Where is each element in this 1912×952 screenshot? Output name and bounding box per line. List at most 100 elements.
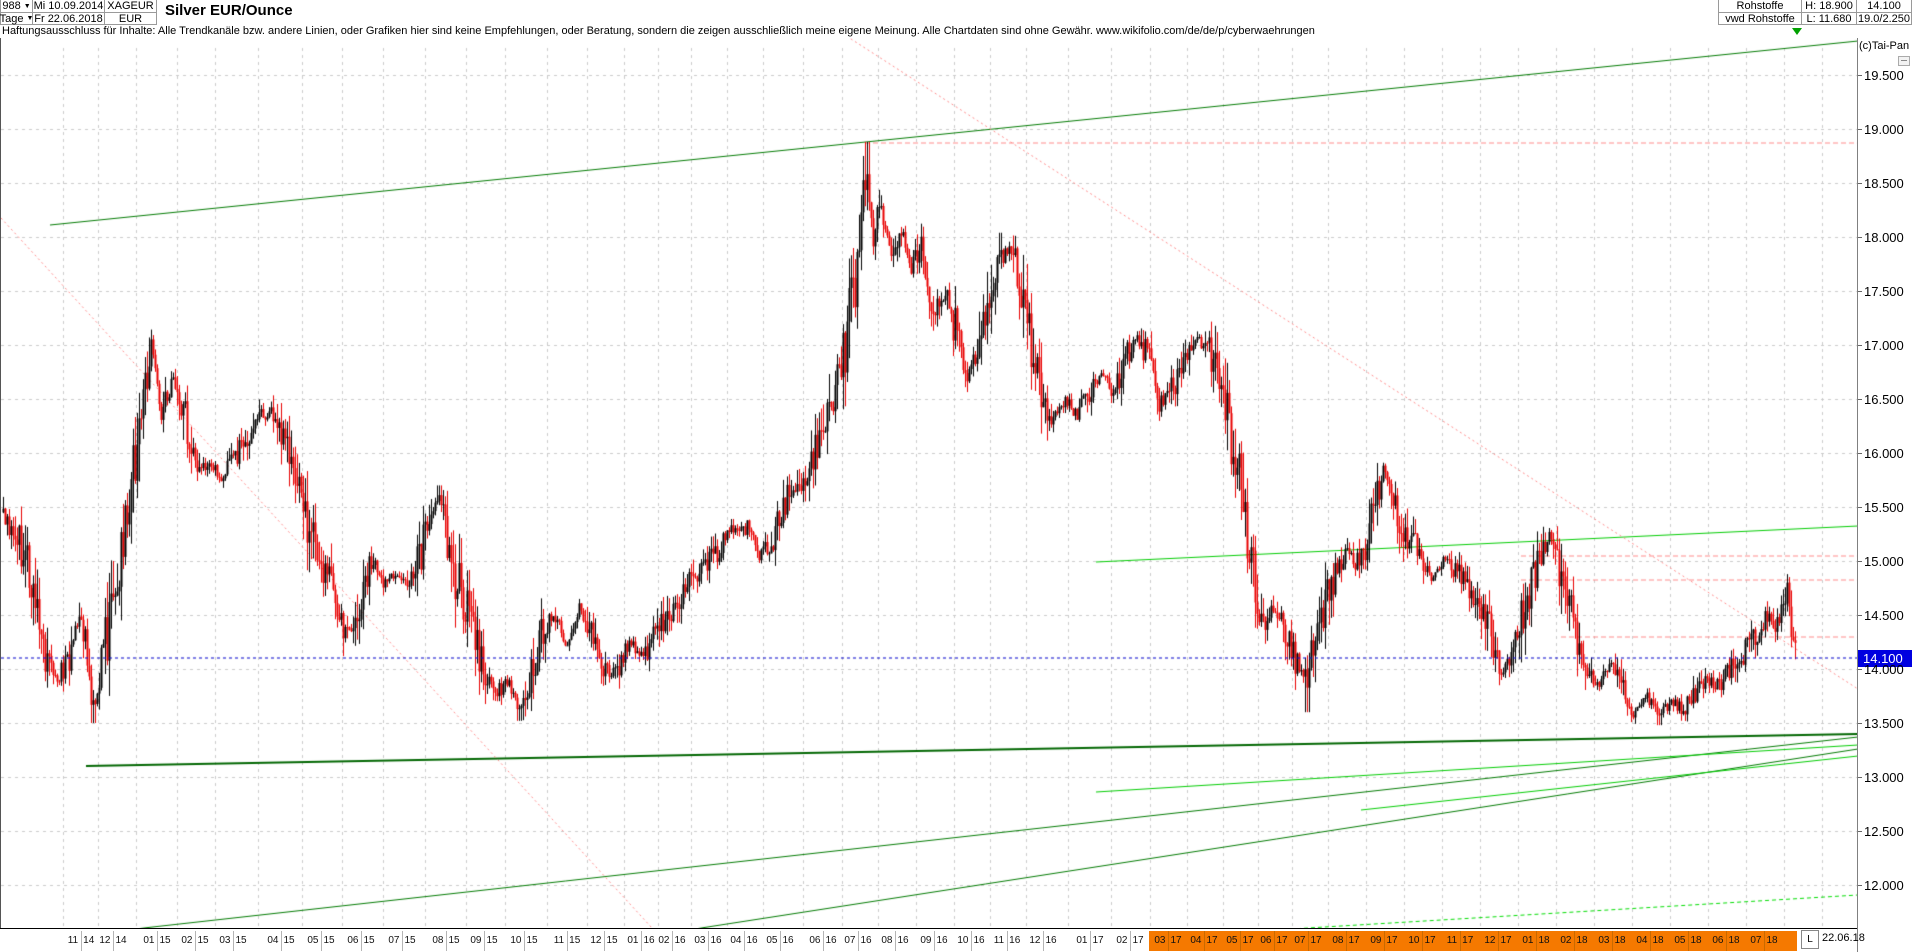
month-axis-label: 05 15 xyxy=(307,935,335,946)
month-tick xyxy=(233,931,234,951)
month-tick xyxy=(1130,931,1131,951)
price-chart-canvas[interactable] xyxy=(0,38,1858,928)
month-axis-label: 03 15 xyxy=(219,935,247,946)
month-tick xyxy=(157,931,158,951)
highlighted-period-strip xyxy=(1149,931,1797,951)
month-tick xyxy=(1650,931,1651,951)
linear-scale-badge[interactable]: L xyxy=(1801,930,1819,949)
period-high-cell: H: 18.900 xyxy=(1802,0,1857,13)
price-axis-label: 12.000 xyxy=(1864,878,1904,893)
price-tick xyxy=(1858,453,1862,454)
month-axis-label: 04 16 xyxy=(730,935,758,946)
month-tick xyxy=(1726,931,1727,951)
category-cell: Rohstoffe xyxy=(1718,0,1802,13)
month-axis-label: 07 17 xyxy=(1294,935,1322,946)
month-axis-label: 06 18 xyxy=(1712,935,1740,946)
price-tick xyxy=(1858,777,1862,778)
month-axis-label: 04 18 xyxy=(1636,935,1664,946)
collapse-panel-button[interactable] xyxy=(1898,56,1910,66)
price-tick xyxy=(1858,75,1862,76)
month-tick xyxy=(1274,931,1275,951)
month-tick xyxy=(1240,931,1241,951)
month-tick xyxy=(1204,931,1205,951)
month-tick xyxy=(1043,931,1044,951)
date-to-field[interactable]: Fr 22.06.2018 xyxy=(33,13,105,25)
month-axis-label: 09 16 xyxy=(920,935,948,946)
month-tick xyxy=(402,931,403,951)
month-axis-label: 02 18 xyxy=(1560,935,1588,946)
month-axis-label: 11 16 xyxy=(993,935,1021,946)
month-tick xyxy=(1422,931,1423,951)
price-tick xyxy=(1858,399,1862,400)
price-axis-label: 19.500 xyxy=(1864,68,1904,83)
date-from-field[interactable]: Mi 10.09.2014 xyxy=(33,0,105,13)
month-axis-label: 11 15 xyxy=(553,935,581,946)
price-tick xyxy=(1858,183,1862,184)
month-axis-label: 01 16 xyxy=(627,935,655,946)
price-tick xyxy=(1858,885,1862,886)
month-axis-label: 06 17 xyxy=(1260,935,1288,946)
month-axis-label: 08 15 xyxy=(432,935,460,946)
month-tick xyxy=(604,931,605,951)
month-tick xyxy=(1574,931,1575,951)
month-axis-label: 02 16 xyxy=(658,935,686,946)
month-tick xyxy=(1460,931,1461,951)
month-axis-label: 12 16 xyxy=(1029,935,1057,946)
month-tick xyxy=(113,931,114,951)
price-tick xyxy=(1858,507,1862,508)
price-axis[interactable]: 14.100 19.500 19.000 18.500 18.000 17.500 17.… xyxy=(1857,38,1912,952)
month-axis-label: 01 15 xyxy=(143,935,171,946)
page-title: Silver EUR/Ounce xyxy=(165,2,293,19)
chevron-down-icon: ▼ xyxy=(23,2,31,10)
month-axis-label: 03 18 xyxy=(1598,935,1626,946)
month-axis-label: 11 14 xyxy=(67,935,95,946)
price-tick xyxy=(1858,669,1862,670)
bar-count-dropdown[interactable]: 988 ▼ xyxy=(0,0,33,13)
price-axis-label: 12.500 xyxy=(1864,824,1904,839)
month-tick xyxy=(823,931,824,951)
month-axis-label: 04 15 xyxy=(267,935,295,946)
price-tick xyxy=(1858,561,1862,562)
month-tick xyxy=(1612,931,1613,951)
month-axis-label: 06 15 xyxy=(347,935,375,946)
price-axis-label: 13.000 xyxy=(1864,770,1904,785)
price-axis-label: 14.000 xyxy=(1864,662,1904,677)
last-date-label: 22.06.18 xyxy=(1822,932,1865,944)
month-tick xyxy=(858,931,859,951)
price-axis-label: 16.000 xyxy=(1864,446,1904,461)
month-tick xyxy=(971,931,972,951)
month-axis-label: 10 15 xyxy=(510,935,538,946)
month-tick xyxy=(1308,931,1309,951)
month-tick xyxy=(81,931,82,951)
time-axis[interactable]: 11 14 12 14 01 15 02 15 03 15 04 15 05 15 06 15 07 15 08 15… xyxy=(0,928,1857,952)
price-axis-label: 17.000 xyxy=(1864,338,1904,353)
month-tick xyxy=(1764,931,1765,951)
period-dropdown[interactable]: Tage ▼ xyxy=(0,12,34,25)
month-axis-label: 08 17 xyxy=(1332,935,1360,946)
month-tick xyxy=(672,931,673,951)
month-tick xyxy=(744,931,745,951)
provider-cell: vwd Rohstoffe xyxy=(1718,13,1802,25)
month-tick xyxy=(641,931,642,951)
month-tick xyxy=(934,931,935,951)
month-axis-label: 12 14 xyxy=(99,935,127,946)
chevron-down-icon: ▼ xyxy=(26,15,34,22)
green-marker-icon xyxy=(1792,28,1802,35)
disclaimer-text: Haftungsausschluss für Inhalte: Alle Tre… xyxy=(2,25,1315,37)
month-axis-label: 06 16 xyxy=(809,935,837,946)
month-axis-label: 03 17 xyxy=(1154,935,1182,946)
month-tick xyxy=(780,931,781,951)
month-axis-label: 04 17 xyxy=(1190,935,1218,946)
currency-cell: EUR xyxy=(105,13,157,25)
last-price-cell: 14.100 xyxy=(1857,0,1912,13)
month-axis-label: 08 16 xyxy=(881,935,909,946)
price-tick xyxy=(1858,831,1862,832)
month-tick xyxy=(1536,931,1537,951)
last-price-badge: 14.100 xyxy=(1858,650,1912,667)
month-tick xyxy=(567,931,568,951)
month-axis-label: 07 15 xyxy=(388,935,416,946)
price-tick xyxy=(1858,723,1862,724)
price-tick xyxy=(1858,129,1862,130)
month-tick xyxy=(1346,931,1347,951)
